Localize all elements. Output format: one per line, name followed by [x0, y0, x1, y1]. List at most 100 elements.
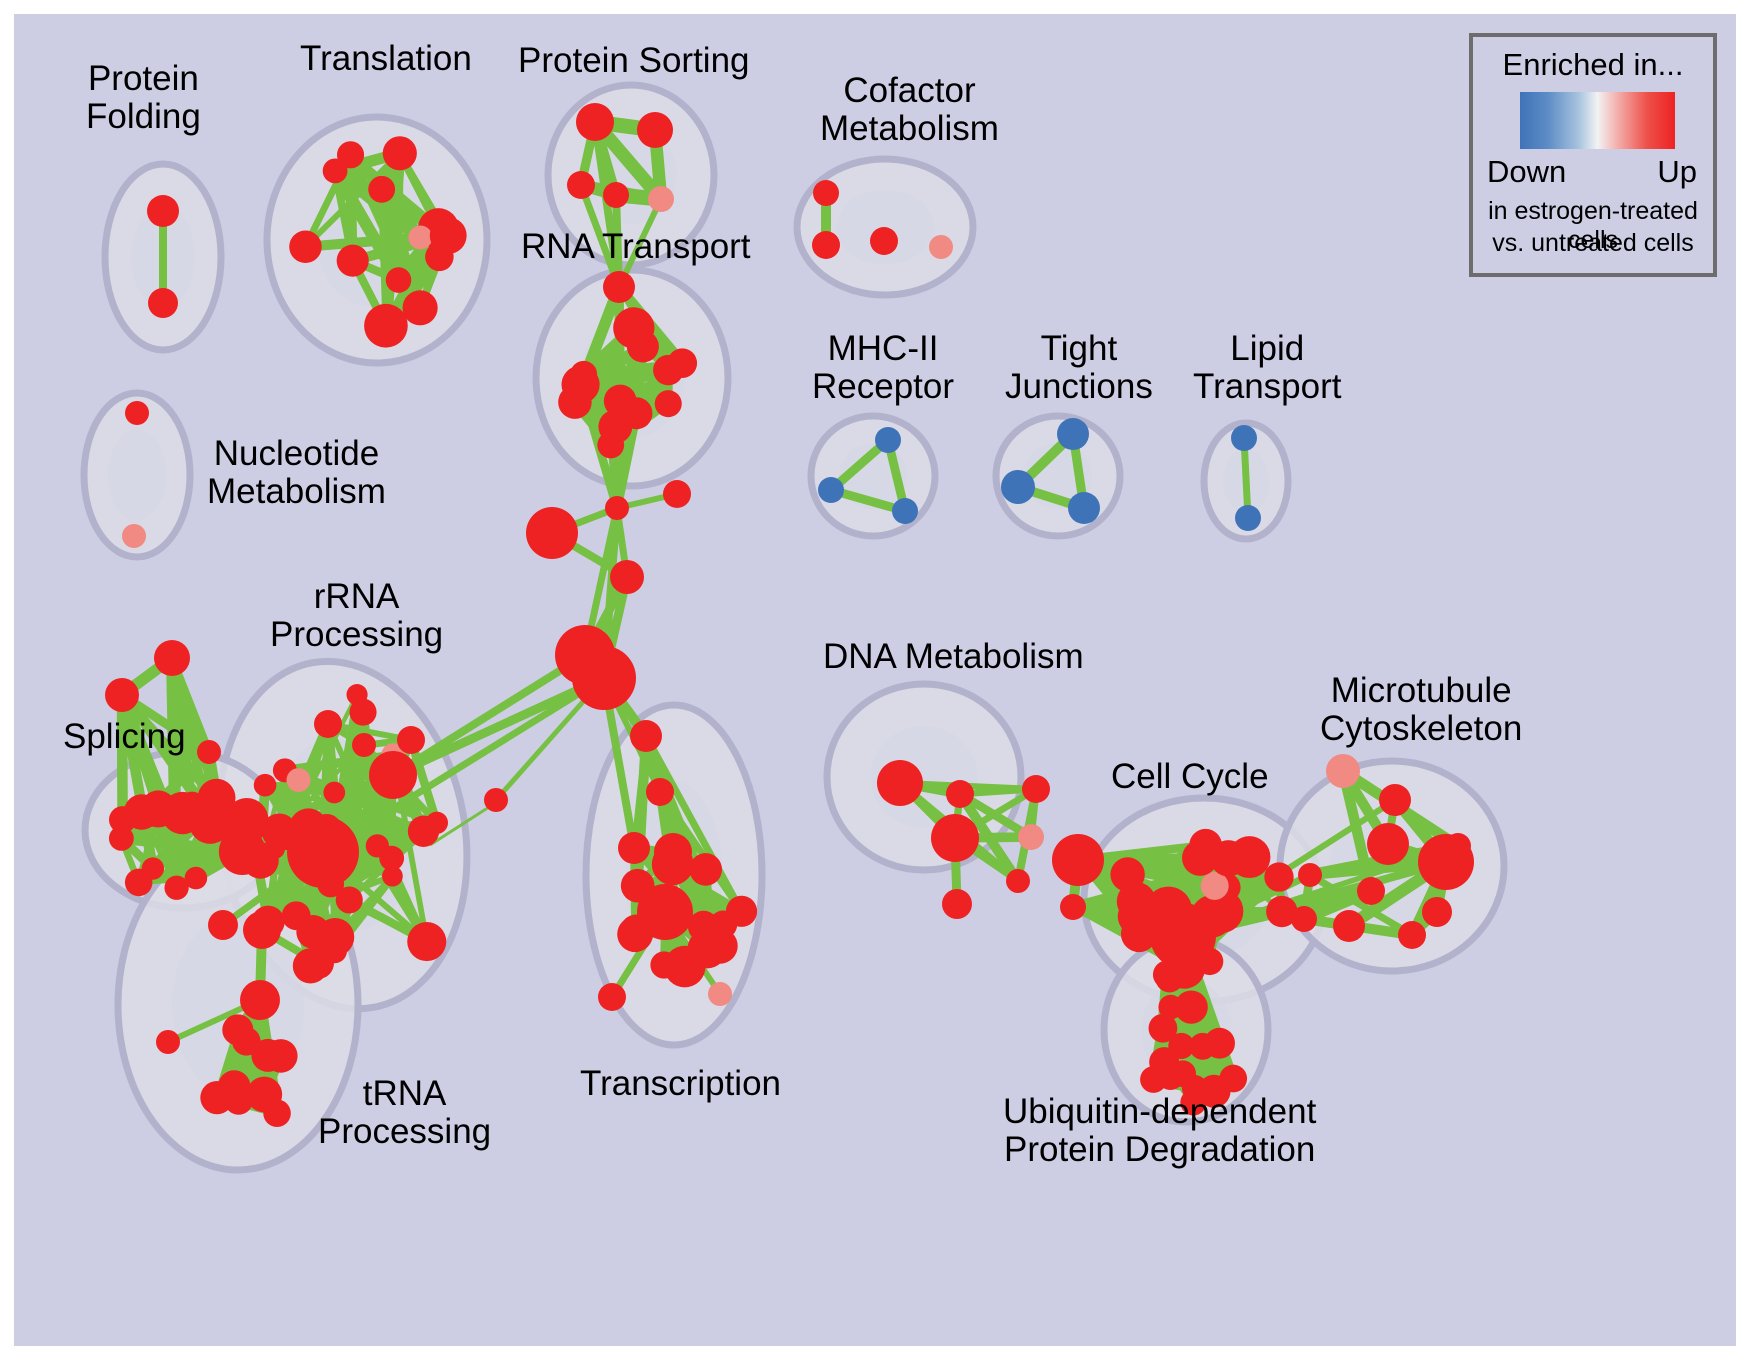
network-node[interactable]: [1231, 425, 1257, 451]
network-node[interactable]: [148, 288, 178, 318]
network-node[interactable]: [336, 141, 365, 169]
network-node[interactable]: [1219, 1064, 1248, 1093]
network-node[interactable]: [122, 524, 146, 548]
network-node[interactable]: [154, 640, 190, 676]
network-node[interactable]: [526, 507, 578, 559]
network-node[interactable]: [161, 791, 204, 835]
network-node[interactable]: [598, 983, 626, 1011]
network-node[interactable]: [605, 496, 629, 520]
network-node[interactable]: [603, 182, 629, 208]
network-node[interactable]: [725, 895, 758, 927]
network-node[interactable]: [610, 560, 644, 594]
network-node[interactable]: [558, 385, 592, 419]
network-node[interactable]: [877, 760, 923, 806]
network-node[interactable]: [1333, 910, 1365, 942]
network-node[interactable]: [818, 477, 844, 503]
network-node[interactable]: [708, 982, 732, 1006]
network-node[interactable]: [630, 720, 662, 752]
network-node[interactable]: [402, 290, 438, 326]
network-node[interactable]: [1068, 492, 1100, 524]
network-node[interactable]: [286, 768, 311, 793]
network-node[interactable]: [314, 710, 342, 738]
network-node[interactable]: [217, 1070, 251, 1103]
network-node[interactable]: [1158, 994, 1183, 1020]
network-node[interactable]: [1445, 833, 1471, 859]
network-node[interactable]: [207, 791, 234, 818]
network-node[interactable]: [567, 171, 595, 199]
network-node[interactable]: [407, 922, 447, 962]
network-node[interactable]: [1367, 823, 1409, 865]
network-node[interactable]: [1057, 418, 1089, 450]
network-node[interactable]: [108, 825, 134, 851]
network-node[interactable]: [929, 235, 953, 259]
network-node[interactable]: [225, 798, 269, 842]
network-node[interactable]: [323, 781, 346, 804]
network-node[interactable]: [1180, 1089, 1207, 1116]
network-node[interactable]: [352, 733, 376, 757]
network-node[interactable]: [184, 866, 208, 890]
network-node[interactable]: [620, 397, 653, 430]
network-node[interactable]: [197, 740, 221, 764]
network-node[interactable]: [429, 217, 467, 254]
network-node[interactable]: [253, 773, 277, 797]
network-node[interactable]: [1228, 836, 1271, 879]
network-node[interactable]: [663, 945, 706, 988]
network-node[interactable]: [653, 354, 684, 386]
network-node[interactable]: [603, 271, 635, 303]
network-node[interactable]: [1155, 964, 1184, 993]
network-node[interactable]: [484, 788, 508, 812]
network-node[interactable]: [385, 267, 412, 293]
network-node[interactable]: [164, 875, 189, 900]
network-node[interactable]: [1298, 863, 1322, 887]
network-node[interactable]: [1379, 784, 1411, 816]
network-node[interactable]: [346, 684, 368, 706]
network-node[interactable]: [208, 910, 238, 940]
network-node[interactable]: [408, 225, 433, 250]
network-node[interactable]: [1006, 869, 1030, 893]
network-node[interactable]: [287, 816, 359, 888]
network-node[interactable]: [1001, 470, 1035, 504]
network-node[interactable]: [1060, 894, 1086, 920]
network-node[interactable]: [1266, 895, 1298, 928]
network-node[interactable]: [289, 230, 322, 264]
network-node[interactable]: [240, 980, 280, 1020]
network-node[interactable]: [576, 103, 614, 141]
network-node[interactable]: [232, 1027, 261, 1056]
network-node[interactable]: [646, 778, 674, 806]
network-node[interactable]: [335, 886, 363, 914]
network-node[interactable]: [218, 828, 266, 875]
network-node[interactable]: [1264, 862, 1294, 892]
network-node[interactable]: [147, 195, 179, 227]
network-node[interactable]: [637, 884, 693, 940]
network-node[interactable]: [1150, 903, 1216, 969]
network-node[interactable]: [364, 303, 408, 348]
network-node[interactable]: [263, 1099, 291, 1128]
network-node[interactable]: [349, 698, 377, 726]
network-node[interactable]: [105, 678, 139, 712]
network-node[interactable]: [663, 480, 691, 508]
network-node[interactable]: [397, 726, 425, 754]
network-node[interactable]: [618, 832, 650, 864]
network-node[interactable]: [382, 136, 417, 171]
network-node[interactable]: [1168, 1032, 1195, 1059]
network-node[interactable]: [1022, 775, 1050, 803]
network-node[interactable]: [286, 906, 307, 927]
network-node[interactable]: [1200, 871, 1229, 900]
network-node[interactable]: [1052, 834, 1104, 886]
network-node[interactable]: [369, 751, 417, 799]
network-node[interactable]: [1357, 877, 1385, 905]
network-node[interactable]: [648, 186, 674, 212]
network-node[interactable]: [870, 227, 898, 255]
network-node[interactable]: [124, 868, 153, 897]
network-node[interactable]: [654, 390, 682, 418]
network-node[interactable]: [570, 360, 598, 388]
network-node[interactable]: [892, 498, 918, 524]
network-node[interactable]: [336, 244, 369, 277]
network-node[interactable]: [637, 112, 673, 148]
network-node[interactable]: [1148, 1013, 1178, 1043]
network-node[interactable]: [1018, 824, 1044, 850]
network-node[interactable]: [1422, 897, 1452, 927]
network-node[interactable]: [875, 427, 901, 453]
network-node[interactable]: [654, 833, 692, 871]
network-node[interactable]: [368, 175, 396, 203]
